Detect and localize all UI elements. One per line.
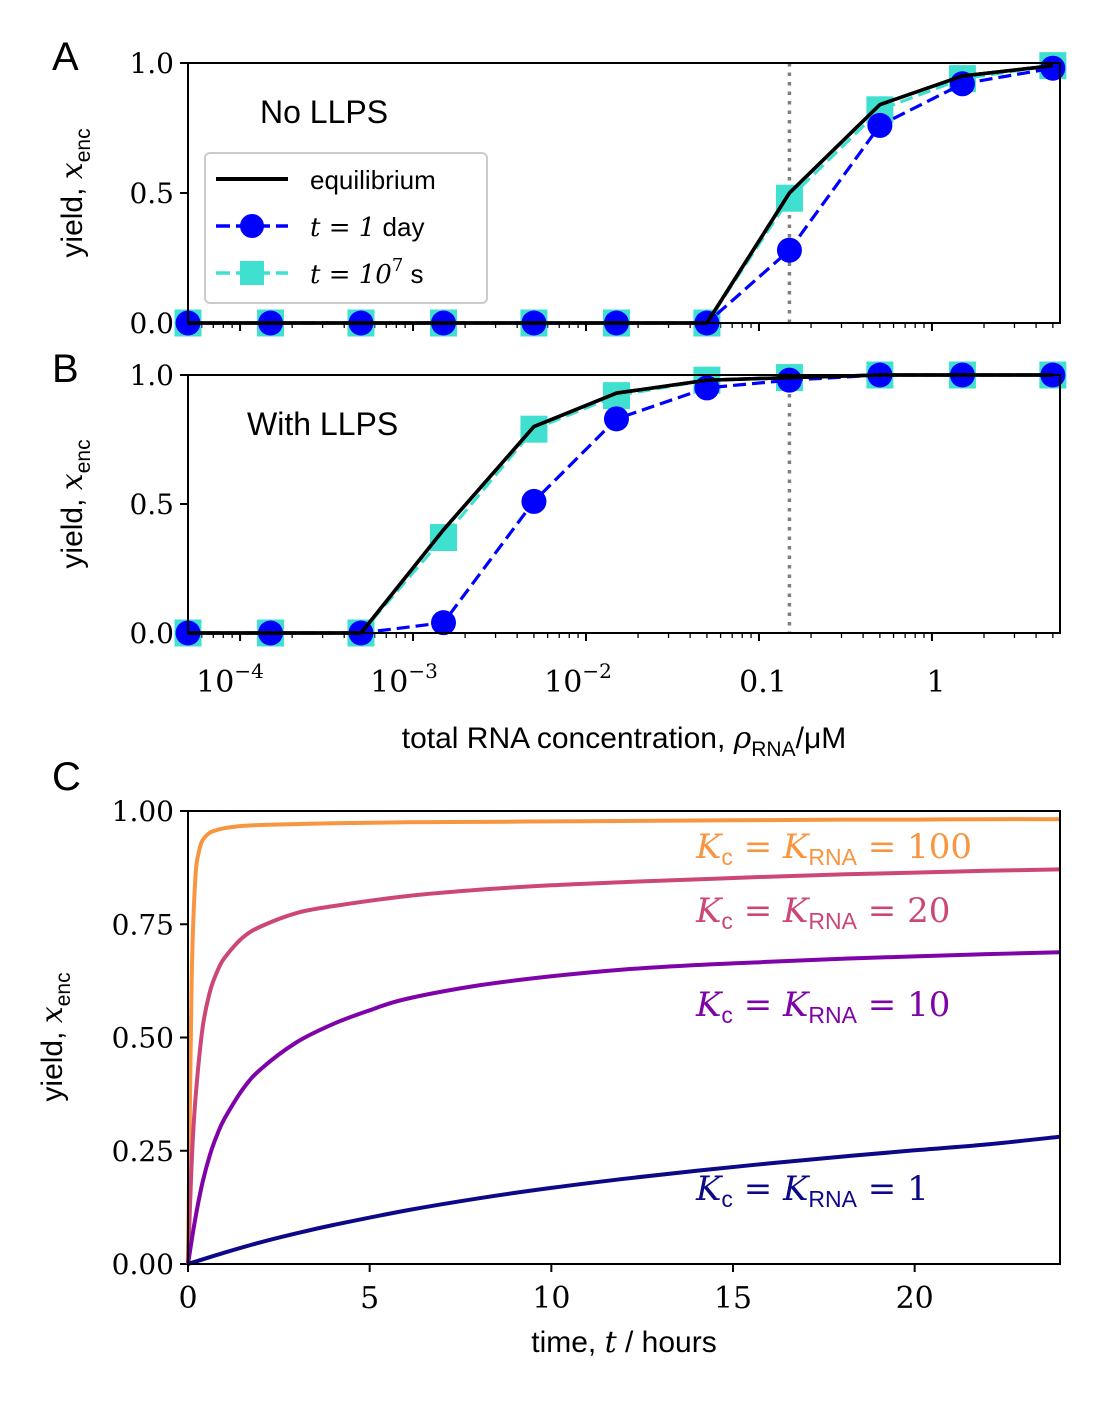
axes-frame-a bbox=[187, 62, 1061, 324]
data-point-one-day bbox=[430, 610, 456, 636]
x-axis-label-b: total RNA concentration, ρRNA/μM bbox=[402, 721, 846, 761]
panel-a: A 0.0 0.5 1.0 No LLPS yield, xenc equilibr… bbox=[52, 35, 1067, 340]
y-tick-label: 1.00 bbox=[112, 795, 174, 828]
x-tick-label-1e-3: 10−3 bbox=[370, 659, 438, 700]
curve-k1 bbox=[187, 1134, 1061, 1266]
data-point-one-day bbox=[521, 488, 547, 514]
y-tick-label: 0.25 bbox=[112, 1135, 174, 1168]
annotation-with-llps: With LLPS bbox=[247, 406, 398, 442]
curve-label-k100: Kc = KRNA = 100 bbox=[695, 827, 972, 870]
x-tick-label: 0 bbox=[178, 1281, 197, 1316]
annotation-no-llps: No LLPS bbox=[260, 94, 388, 130]
x-tick-label-1e-4: 10−4 bbox=[196, 659, 264, 700]
data-point-one-day bbox=[776, 367, 802, 393]
curve-k20 bbox=[186, 867, 1061, 1265]
axes-frame-b bbox=[187, 374, 1061, 634]
x-axis-label-c: time, t / hours bbox=[531, 1325, 716, 1360]
legend-label-one-day: t = 1 day bbox=[310, 212, 424, 243]
y-tick-label: 1.0 bbox=[129, 47, 174, 80]
y-tick-label: 0.00 bbox=[112, 1248, 174, 1281]
y-axis-label-c: yield, xenc bbox=[35, 972, 75, 1101]
legend: equilibrium t = 1 day t = 107 s bbox=[204, 152, 488, 304]
x-tick-label: 15 bbox=[714, 1281, 752, 1316]
data-point-one-day bbox=[867, 112, 893, 138]
y-tick-label: 0.75 bbox=[112, 908, 174, 941]
y-tick-label: 0.50 bbox=[112, 1022, 174, 1055]
y-tick-label: 0.0 bbox=[129, 307, 174, 340]
curve-label-k1: Kc = KRNA = 1 bbox=[695, 1169, 929, 1212]
y-tick-label: 0.5 bbox=[129, 488, 174, 521]
legend-label-1e7-s: t = 107 s bbox=[310, 255, 424, 290]
curve-label-k10: Kc = KRNA = 10 bbox=[695, 985, 950, 1028]
data-point-one-day bbox=[603, 406, 629, 432]
y-axis-label-a: yield, xenc bbox=[55, 128, 95, 257]
panel-label-b: B bbox=[52, 347, 79, 391]
y-tick-label: 0.0 bbox=[129, 617, 174, 650]
legend-marker-1e7-s bbox=[240, 261, 264, 285]
y-axis-label-b: yield, xenc bbox=[55, 439, 95, 568]
curve-k100 bbox=[186, 817, 1061, 1265]
panel-c: C 0 5 10 15 20 0.00 0.25 0.50 0.75 1.00 yield, xe… bbox=[35, 755, 1061, 1360]
legend-marker-one-day bbox=[240, 214, 264, 238]
data-point-one-day bbox=[776, 237, 802, 263]
panel-label-a: A bbox=[52, 35, 79, 79]
y-tick-label: 0.5 bbox=[129, 177, 174, 210]
legend-label-equilibrium: equilibrium bbox=[310, 165, 436, 195]
x-tick-label-1e-2: 10−2 bbox=[544, 659, 612, 700]
x-tick-label-0.1: 0.1 bbox=[739, 665, 787, 700]
curve-label-k20: Kc = KRNA = 20 bbox=[695, 891, 950, 934]
x-tick-label: 5 bbox=[360, 1281, 379, 1316]
x-tick-label: 20 bbox=[896, 1281, 934, 1316]
panel-label-c: C bbox=[52, 755, 81, 799]
axes-frame-c bbox=[187, 810, 1061, 1265]
x-tick-label-1: 1 bbox=[926, 665, 945, 700]
panel-b: B 0.0 0.5 1.0 With LLPS yield, xenc 10−4 1… bbox=[52, 347, 1067, 761]
x-tick-label: 10 bbox=[532, 1281, 570, 1316]
legend-frame bbox=[204, 152, 488, 304]
curve-k10 bbox=[186, 950, 1061, 1265]
y-tick-label: 1.0 bbox=[129, 359, 174, 392]
